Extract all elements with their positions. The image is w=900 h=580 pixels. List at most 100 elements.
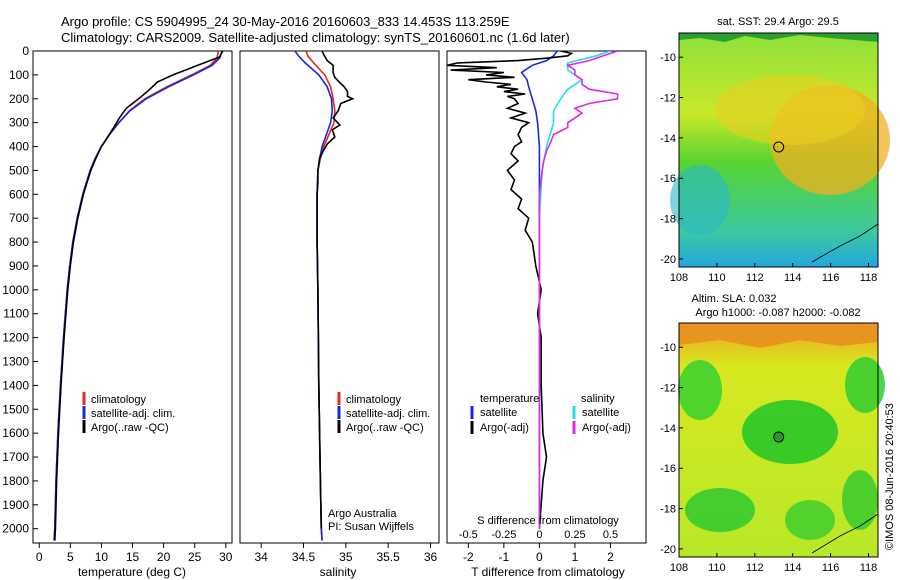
salinity-axis-label: salinity — [320, 565, 357, 579]
x-tick-label: 20 — [157, 550, 171, 564]
series-salinity-argo-adj — [538, 51, 619, 529]
sst-map: sat. SST: 29.4 Argo: 29.5 108 110 112 114 11… — [660, 16, 890, 284]
map-x-tick-label: 116 — [822, 272, 840, 284]
annotation-pi: PI: Susan Wijffels — [328, 521, 414, 533]
map-y-tick-label: -16 — [660, 463, 676, 475]
legend-s-satellite: satellite — [582, 407, 619, 419]
imos-credit: ©IMOS 08-Jun-2016 20:40:53 — [884, 403, 896, 550]
x-tick-label: 25 — [188, 550, 202, 564]
legend-argo-2: Argo(..raw -QC) — [346, 422, 424, 434]
map-y-tick-label: -18 — [660, 504, 676, 516]
depth-tick-label: 2000 — [2, 522, 29, 536]
series-argo-raw-qc — [54, 51, 224, 541]
series-satellite-adj-clim — [294, 51, 334, 541]
legend-t-satellite: satellite — [480, 407, 517, 419]
map-y-tick-label: -20 — [660, 544, 676, 556]
depth-tick-label: 1900 — [2, 498, 29, 512]
series-satellite-adj-clim — [53, 51, 223, 541]
map-x-tick-label: 110 — [708, 272, 726, 284]
header-line-1: Argo profile: CS 5904995_24 30-May-2016 … — [61, 14, 510, 29]
x-tick-label: 0 — [536, 550, 543, 564]
temperature-axis-label: temperature (deg C) — [78, 565, 186, 579]
legend-satellite-adj: satellite-adj. clim. — [91, 408, 175, 420]
map-x-tick-label: 110 — [708, 562, 726, 574]
depth-tick-label: 1000 — [2, 283, 29, 297]
salinity-legend: climatology satellite-adj. clim. Argo(..… — [337, 392, 430, 434]
depth-tick-label: 700 — [9, 211, 29, 225]
x-tick-label: 35 — [339, 550, 353, 564]
s-tick-label: 0 — [536, 529, 542, 541]
x-tick-label: 0 — [36, 550, 43, 564]
legend-t-argo: Argo(-adj) — [480, 422, 529, 434]
difference-panel: -2 -1 0 1 2 -0.5 -0.25 0 0.25 0.5 S difference f… — [446, 50, 647, 579]
x-tick-label: -2 — [463, 550, 474, 564]
series-temperature-argo-adj — [447, 51, 574, 529]
depth-tick-label: 200 — [9, 92, 29, 106]
x-tick-label: 15 — [126, 550, 140, 564]
depth-tick-label: 1800 — [2, 474, 29, 488]
x-tick-label: 35.5 — [377, 550, 401, 564]
t-difference-axis: -2 -1 0 1 2 — [463, 543, 614, 564]
map-x-tick-label: 114 — [784, 562, 802, 574]
legend-climatology: climatology — [91, 394, 147, 406]
depth-tick-label: 0 — [22, 44, 29, 58]
x-tick-label: 36 — [424, 550, 438, 564]
map-y-tick-label: -10 — [660, 342, 676, 354]
t-difference-axis-label: T difference from climatology — [471, 565, 625, 579]
s-tick-label: 0.5 — [603, 529, 618, 541]
sla-map-title-2: Argo h1000: -0.087 h2000: -0.082 — [695, 307, 860, 319]
depth-tick-label: 300 — [9, 116, 29, 130]
map-x-tick-label: 118 — [860, 562, 878, 574]
map-x-tick-label: 108 — [670, 272, 688, 284]
map-y-tick-label: -16 — [660, 173, 676, 185]
depth-tick-label: 500 — [9, 163, 29, 177]
x-tick-label: 34.5 — [292, 550, 316, 564]
x-tick-label: 10 — [95, 550, 109, 564]
depth-tick-label: 100 — [9, 68, 29, 82]
sla-map-title-1: Altim. SLA: 0.032 — [692, 293, 777, 305]
s-difference-axis-label: S difference from climatology — [477, 515, 619, 527]
legend-salinity-heading: salinity — [581, 393, 615, 405]
map-y-tick-label: -14 — [660, 133, 676, 145]
salinity-panel: 34 34.5 35 35.5 36 salinity climatology sate… — [239, 50, 440, 579]
temperature-axis: 0 5 10 15 20 25 30 — [36, 543, 233, 564]
depth-tick-label: 1500 — [2, 402, 29, 416]
map-y-tick-label: -20 — [660, 254, 676, 266]
x-tick-label: -1 — [499, 550, 510, 564]
depth-tick-label: 1600 — [2, 426, 29, 440]
sla-map: Altim. SLA: 0.032 Argo h1000: -0.087 h20… — [660, 293, 885, 574]
difference-legend: temperature satellite Argo(-adj) salinit… — [470, 393, 631, 434]
map-x-tick-label: 114 — [784, 272, 802, 284]
s-tick-label: -0.25 — [491, 529, 516, 541]
depth-tick-label: 400 — [9, 140, 29, 154]
sla-argo-location-marker — [773, 431, 785, 443]
legend-climatology-2: climatology — [346, 394, 402, 406]
temperature-panel: 0100200300400500600700800900100011001200… — [2, 44, 232, 579]
legend-temperature-heading: temperature — [480, 393, 539, 405]
s-difference-axis: -0.5 -0.25 0 0.25 0.5 — [459, 529, 618, 541]
s-tick-label: -0.5 — [459, 529, 478, 541]
series-argo-raw-qc — [316, 51, 355, 529]
depth-tick-label: 600 — [9, 187, 29, 201]
salinity-axis: 34 34.5 35 35.5 36 — [254, 543, 438, 564]
map-x-tick-label: 112 — [746, 272, 764, 284]
series-climatology — [53, 51, 220, 541]
header-line-2: Climatology: CARS2009. Satellite-adjuste… — [61, 30, 570, 45]
sst-argo-location-marker — [773, 141, 785, 153]
map-y-tick-label: -18 — [660, 214, 676, 226]
x-tick-label: 30 — [219, 550, 233, 564]
x-tick-label: 2 — [607, 550, 614, 564]
depth-tick-label: 1700 — [2, 450, 29, 464]
depth-tick-label: 1100 — [3, 307, 29, 321]
series-salinity-satellite — [538, 51, 611, 529]
map-x-tick-label: 108 — [670, 562, 688, 574]
depth-axis: 0 100 200 300 400 500 600 700 800 900 1000 1100 1200… — [2, 44, 38, 536]
map-y-tick-label: -12 — [660, 383, 676, 395]
annotation-argo-australia: Argo Australia — [328, 508, 397, 520]
depth-tick-label: 1300 — [2, 354, 29, 368]
x-tick-label: 34 — [254, 550, 268, 564]
legend-satellite-adj-2: satellite-adj. clim. — [346, 408, 430, 420]
temperature-legend: climatology satellite-adj. clim. Argo(..… — [82, 392, 175, 434]
map-y-tick-label: -12 — [660, 93, 676, 105]
